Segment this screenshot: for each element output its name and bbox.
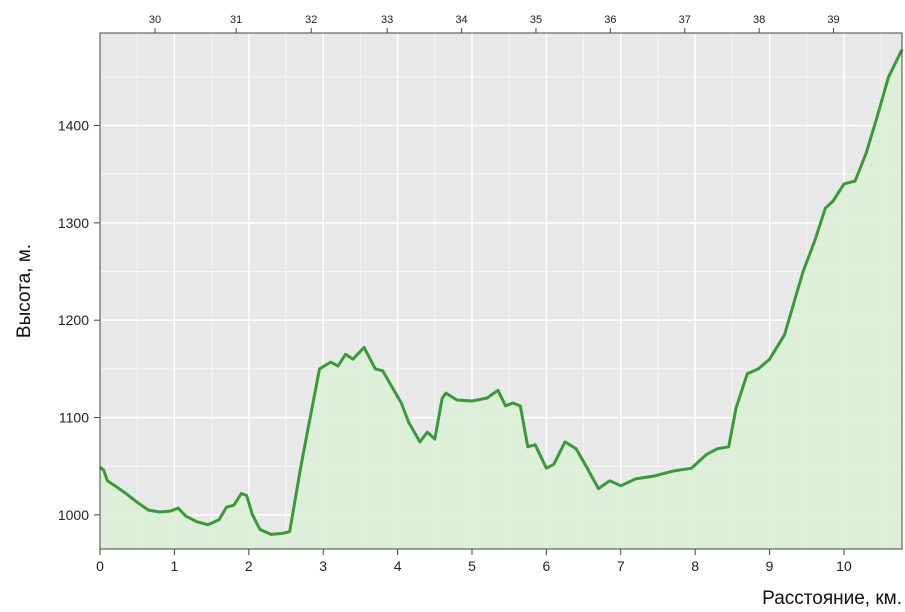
x-axis-title: Расстояние, км.	[762, 588, 902, 609]
top-tick-label: 35	[530, 14, 542, 26]
y-tick-label: 1200	[58, 312, 89, 328]
x-tick-label: 3	[319, 558, 327, 574]
y-tick-label: 1300	[58, 215, 89, 231]
y-tick-label: 1400	[58, 117, 89, 133]
elevation-area	[100, 49, 902, 549]
elevation-line	[99, 48, 904, 536]
x-tick-label: 5	[468, 558, 476, 574]
x-axis: 0 1 2 3 4 5 6 7 8 9 10	[96, 549, 852, 574]
x-tick-label: 0	[96, 558, 104, 574]
top-tick-label: 33	[381, 14, 393, 26]
x-tick-label: 7	[617, 558, 625, 574]
top-tick-label: 36	[604, 14, 616, 26]
top-tick-label: 31	[230, 14, 242, 26]
y-tick-label: 1000	[58, 507, 89, 523]
y-tick-label: 1100	[59, 410, 89, 426]
x-tick-label: 9	[766, 558, 774, 574]
x-tick-label: 1	[170, 558, 178, 574]
top-tick-label: 37	[679, 14, 691, 26]
top-tick-label: 39	[827, 14, 839, 26]
y-axis: 1000 1100 1200 1300 1400	[58, 117, 100, 523]
top-tick-label: 38	[753, 14, 765, 26]
top-tick-label: 30	[149, 14, 161, 26]
x-tick-label: 4	[394, 558, 402, 574]
y-axis-title: Высота, м.	[14, 244, 35, 338]
plot-frame	[99, 32, 903, 550]
x-tick-label: 10	[836, 558, 852, 574]
x-tick-label: 8	[691, 558, 699, 574]
top-tick-label: 34	[455, 14, 467, 26]
top-tick-label: 32	[305, 14, 317, 26]
x-tick-label: 6	[542, 558, 550, 574]
x-tick-label: 2	[245, 558, 253, 574]
top-axis: 30 31 32 33 34 35 36 37 38 39	[149, 14, 840, 33]
